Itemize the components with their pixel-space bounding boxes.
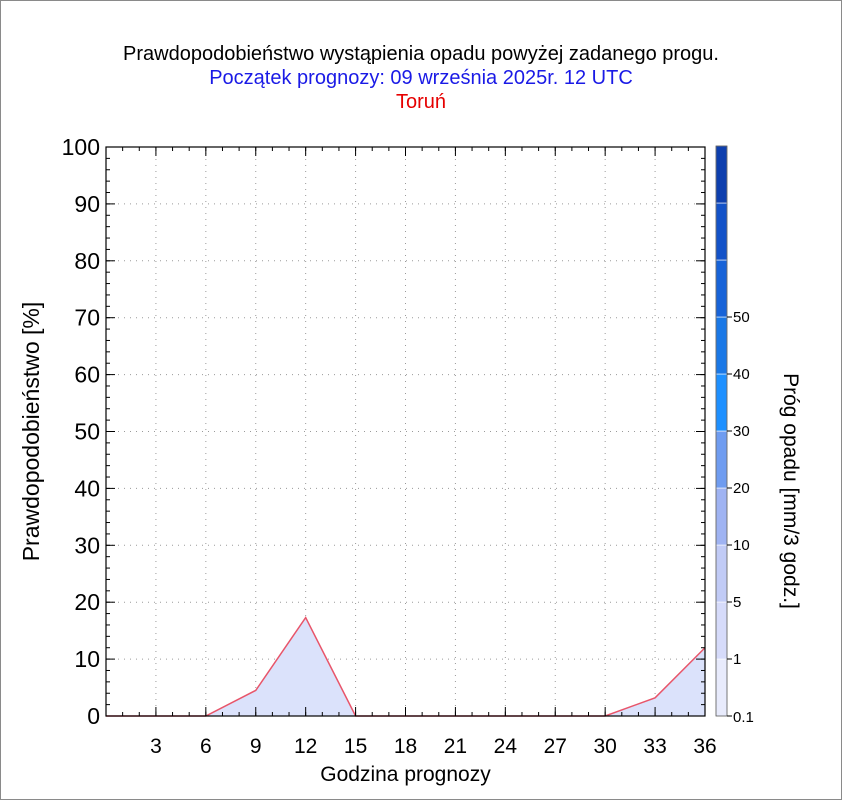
x-tick-label: 6 (200, 735, 212, 758)
y-axis-label: Prawdopodobieństwo [%] (18, 302, 44, 562)
x-tick-label: 12 (294, 735, 317, 758)
y-tick-label: 30 (74, 532, 100, 558)
plot-area (106, 147, 705, 716)
colorbar-band (715, 544, 728, 603)
x-axis-label: Godzina prognozy (320, 763, 491, 786)
x-tick-label: 24 (494, 735, 518, 758)
colorbar-band (715, 373, 728, 432)
y-tick-label: 10 (74, 646, 100, 672)
x-tick-label: 3 (150, 735, 162, 758)
colorbar-tick-label: 20 (733, 480, 750, 497)
colorbar-tick-label: 50 (733, 309, 750, 326)
forecast-start: Początek prognozy: 09 września 2025r. 12… (209, 67, 633, 89)
y-tick-label: 20 (74, 589, 100, 615)
x-tick-label: 30 (593, 735, 616, 758)
y-tick-label: 40 (74, 475, 100, 501)
colorbar-band (715, 601, 728, 660)
colorbar-tick-label: 10 (733, 537, 750, 554)
y-tick-label: 60 (74, 362, 100, 388)
colorbar-band (715, 658, 728, 717)
colorbar-band (715, 202, 728, 261)
x-tick-label: 18 (394, 735, 417, 758)
y-tick-label: 80 (74, 248, 100, 274)
location-name: Toruń (395, 91, 447, 113)
colorbar-band (715, 259, 728, 318)
colorbar-tick-label: 5 (733, 594, 741, 611)
series-area (106, 617, 705, 716)
x-tick-label: 33 (643, 735, 666, 758)
plot-border (105, 146, 706, 717)
x-tick-label: 9 (250, 735, 262, 758)
chart-title: Prawdopodobieństwo wystąpienia opadu pow… (123, 43, 719, 65)
x-tick-label: 15 (344, 735, 367, 758)
colorbar-tick-label: 40 (733, 366, 750, 383)
colorbar-band (715, 430, 728, 489)
y-tick-label: 0 (87, 703, 100, 729)
y-tick-label: 90 (74, 191, 100, 217)
x-tick-label: 21 (444, 735, 467, 758)
x-tick-label: 27 (544, 735, 567, 758)
y-tick-label: 100 (62, 134, 100, 160)
y-tick-label: 70 (74, 305, 100, 331)
colorbar-band (715, 487, 728, 546)
colorbar-tick-label: 1 (733, 651, 741, 668)
colorbar-tick-label: 0.1 (733, 709, 754, 726)
colorbar-band (715, 145, 728, 204)
colorbar-tick-label: 30 (733, 423, 750, 440)
colorbar-label: Próg opadu [mm/3 godz.] (779, 373, 802, 609)
colorbar-band (715, 316, 728, 375)
y-tick-label: 50 (74, 419, 100, 445)
x-tick-label: 36 (693, 735, 716, 758)
